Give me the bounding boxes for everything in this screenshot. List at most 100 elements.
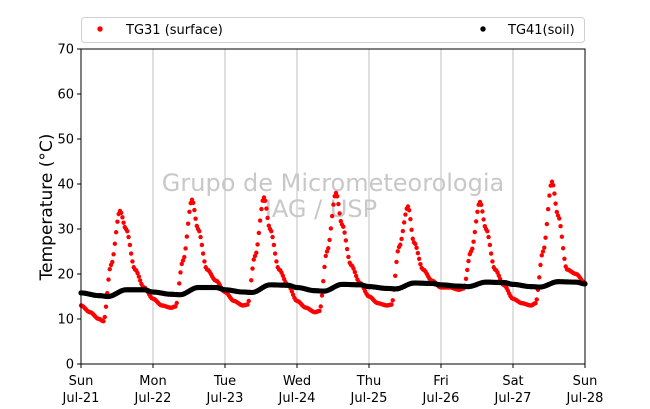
series-marker — [178, 270, 183, 275]
x-tick-label-day: Tue — [213, 374, 236, 389]
series-marker — [331, 202, 336, 207]
series-marker — [553, 201, 558, 206]
series-marker — [120, 215, 125, 220]
data-point — [317, 308, 322, 314]
series-marker — [130, 259, 135, 264]
series-marker — [559, 234, 565, 239]
series-marker — [545, 207, 551, 212]
series-surface — [78, 179, 588, 324]
series-marker — [192, 207, 197, 213]
series-marker — [110, 259, 115, 265]
series-marker — [174, 300, 179, 306]
series-marker — [558, 224, 563, 229]
series-marker — [473, 219, 479, 224]
x-tick-label-date: Jul-24 — [278, 391, 316, 406]
series-marker — [562, 256, 567, 261]
x-tick-label-date: Jul-26 — [422, 391, 460, 406]
series-marker — [191, 200, 196, 205]
y-axis-title: Temperature (°C) — [37, 134, 57, 282]
series-marker — [543, 235, 548, 240]
watermark: Grupo de Micrometeorologia IAG / USP — [162, 169, 504, 223]
series-marker — [398, 242, 403, 247]
series-marker — [496, 273, 502, 278]
series-marker — [470, 246, 475, 251]
x-tick-label-date: Jul-28 — [566, 391, 604, 406]
data-point — [173, 304, 178, 309]
series-marker — [418, 261, 423, 267]
x-tick-label-day: Thu — [356, 374, 381, 389]
series-marker — [351, 266, 356, 271]
series-marker — [414, 245, 419, 251]
series-marker — [486, 234, 491, 240]
series-marker — [177, 281, 182, 286]
series-marker — [399, 236, 404, 242]
y-tick-label: 30 — [57, 223, 74, 238]
series-marker — [479, 202, 484, 208]
y-tick-label: 70 — [57, 43, 74, 58]
x-tick-label-date: Jul-27 — [494, 391, 532, 406]
series-marker — [271, 242, 277, 248]
series-marker — [137, 278, 143, 283]
series-marker — [102, 314, 107, 320]
series-marker — [322, 264, 327, 270]
series-marker — [115, 219, 120, 224]
series-marker — [265, 215, 270, 221]
series-marker — [400, 228, 406, 234]
series-marker — [187, 209, 192, 214]
y-tick-label: 10 — [57, 313, 74, 328]
series-marker — [353, 273, 359, 279]
series-marker — [319, 293, 325, 298]
series-marker — [560, 246, 566, 251]
series-marker — [534, 297, 539, 302]
data-point — [180, 258, 186, 263]
series-marker — [182, 254, 187, 260]
series-marker — [125, 229, 130, 234]
series-marker — [328, 226, 334, 231]
series-marker — [415, 250, 421, 256]
series-marker — [111, 252, 116, 257]
series-marker — [403, 212, 408, 217]
data-point — [540, 249, 546, 254]
series-marker — [394, 259, 399, 265]
series-marker — [106, 277, 111, 282]
series-marker — [199, 242, 205, 248]
series-marker — [547, 193, 552, 198]
series-marker — [121, 220, 126, 225]
series-marker — [289, 289, 295, 294]
x-tick-label-date: Jul-22 — [134, 391, 172, 406]
legend-marker-surface — [97, 26, 103, 32]
y-tick-label: 40 — [57, 178, 74, 193]
series-marker — [542, 245, 547, 250]
series-marker — [408, 216, 413, 222]
series-marker — [193, 216, 198, 221]
series-marker — [251, 257, 256, 262]
series-marker — [135, 270, 140, 276]
x-tick-label-day: Mon — [139, 374, 166, 389]
data-point — [389, 302, 394, 307]
series-marker — [472, 229, 478, 235]
series-marker — [128, 251, 134, 256]
y-tick-label: 20 — [57, 268, 74, 283]
x-tick-label-date: Jul-21 — [62, 391, 100, 406]
series-marker — [337, 211, 342, 216]
series-marker — [270, 234, 275, 240]
series-marker — [344, 246, 350, 252]
series-marker — [246, 298, 251, 304]
plot-data — [78, 179, 588, 324]
x-tick-label-day: Sun — [573, 374, 598, 389]
series-marker — [538, 262, 543, 268]
series-marker — [488, 251, 494, 256]
legend-label-soil: TG41(soil) — [507, 23, 575, 38]
series-marker — [554, 209, 559, 215]
series-marker — [323, 253, 328, 259]
legend-label-surface: TG31 (surface) — [125, 23, 223, 38]
x-tick-label-day: Sun — [69, 374, 94, 389]
x-axis: Sun Jul-21 Mon Jul-22 Tue Jul-23 Wed Jul-24 Thu J… — [62, 364, 604, 406]
y-tick-label: 60 — [57, 88, 74, 103]
series-marker — [198, 234, 203, 240]
series-marker — [327, 237, 332, 243]
legend-marker-soil — [480, 26, 486, 32]
series-marker — [416, 256, 422, 262]
series-marker — [259, 206, 264, 212]
